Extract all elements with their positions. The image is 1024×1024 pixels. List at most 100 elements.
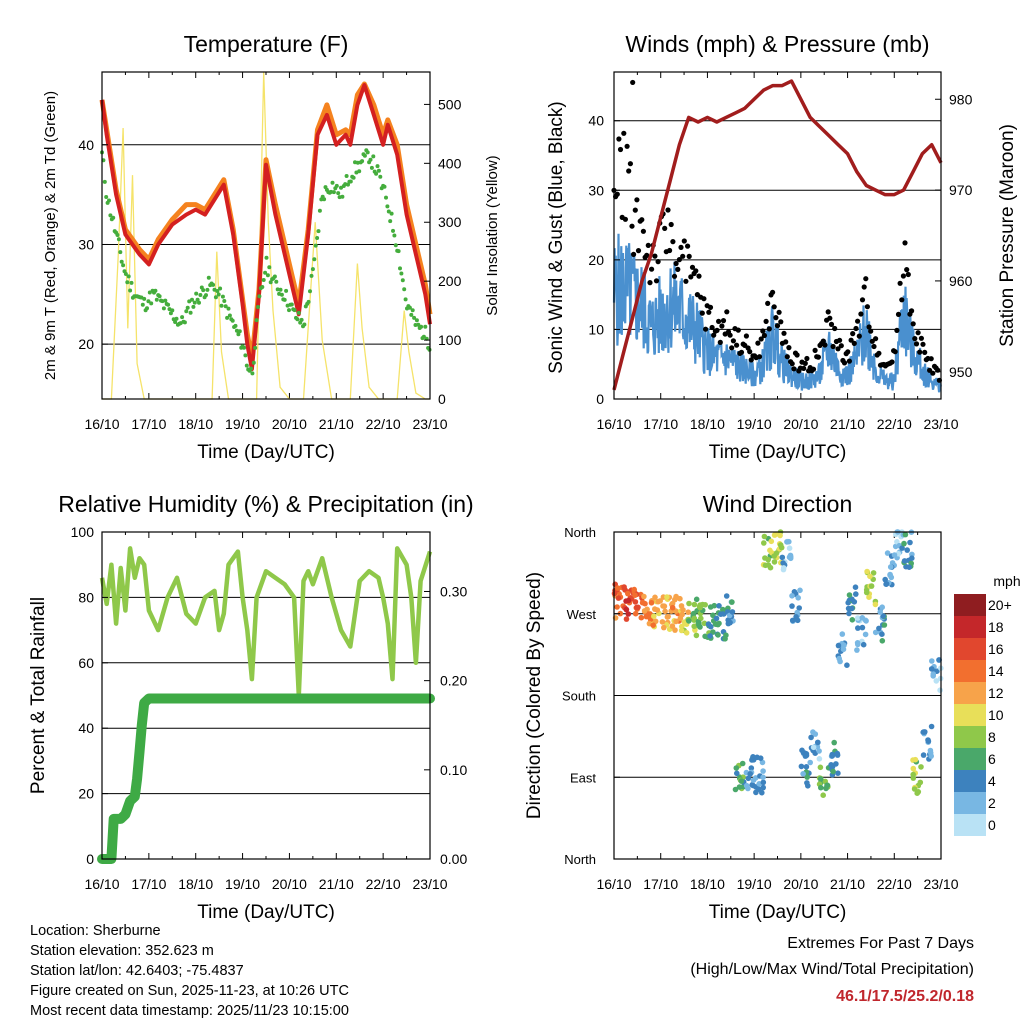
pressure-ylabel: Station Pressure (Maroon): [997, 124, 1018, 347]
gust-point: [680, 253, 686, 259]
gust-point: [631, 251, 637, 257]
direction-point: [902, 531, 909, 538]
wind-ytick-label: 30: [588, 182, 604, 198]
direction-point: [723, 632, 729, 638]
direction-point: [729, 599, 735, 605]
rh-ytick-label: 80: [78, 589, 94, 605]
temp-9m-line: [99, 81, 433, 362]
gust-point: [685, 243, 691, 249]
direction-point: [831, 739, 837, 746]
temperature-plot-border: [101, 71, 431, 400]
direction-point: [810, 744, 817, 751]
dewpoint-point: [374, 171, 379, 176]
direction-point: [841, 642, 847, 648]
gust-point: [761, 332, 768, 339]
direction-point: [707, 633, 713, 639]
gust-point: [755, 340, 761, 346]
dewpoint-point: [419, 324, 424, 329]
direction-point: [678, 603, 685, 609]
gust-point: [630, 79, 636, 86]
direction-point: [810, 729, 816, 735]
gust-point: [703, 326, 709, 332]
gust-point: [688, 274, 694, 280]
direction-point: [804, 780, 810, 786]
gust-point: [832, 325, 838, 332]
direction-point: [907, 539, 913, 546]
dewpoint-point: [227, 313, 232, 318]
direction-point: [762, 562, 769, 569]
direction-point: [820, 792, 826, 798]
rh_precip-xlabel: Time (Day/UTC): [197, 902, 335, 923]
rh_precip-xtick-label: 18/10: [178, 876, 213, 892]
solar-ytick-label: 0: [438, 391, 446, 407]
direction-point: [915, 789, 922, 795]
speed-legend-label: 4: [988, 773, 996, 789]
direction-point: [752, 775, 759, 781]
direction-point: [899, 545, 905, 551]
direction-point: [866, 594, 872, 600]
pressure-ytick-label: 980: [949, 91, 973, 107]
gust-point: [647, 280, 653, 286]
dewpoint-point: [125, 280, 130, 285]
rh_precip-xtick-label: 23/10: [412, 876, 447, 892]
dewpoint-point: [384, 195, 388, 200]
gust-point: [801, 365, 807, 371]
gust-point: [735, 327, 741, 333]
wind_direction-xlabel: Time (Day/UTC): [709, 902, 847, 923]
gust-point: [714, 327, 720, 333]
dewpoint-point: [336, 191, 341, 196]
direction-point: [877, 609, 883, 615]
direction-point: [818, 784, 824, 791]
direction-point: [738, 778, 745, 784]
gust-point: [838, 343, 844, 349]
direction-point: [859, 624, 866, 631]
direction-point: [632, 599, 639, 605]
temperature-ytick-label: 20: [78, 336, 94, 352]
direction-point: [771, 553, 777, 559]
gust-point: [902, 240, 908, 246]
direction-point: [727, 619, 733, 626]
direction-point: [715, 632, 721, 638]
wind-ytick-label: 0: [596, 391, 604, 407]
dewpoint-point: [154, 297, 159, 302]
solar-ytick-label: 400: [438, 155, 462, 171]
direction-point: [691, 623, 697, 630]
gust-point: [748, 357, 754, 363]
direction-point: [870, 570, 877, 576]
direction-point: [625, 597, 632, 604]
direction-point: [761, 540, 767, 546]
gust-point: [895, 311, 902, 317]
dewpoint-point: [194, 291, 199, 296]
gust-point: [789, 361, 795, 367]
dewpoint-point: [215, 289, 220, 293]
temp-2m-line: [100, 83, 432, 372]
dewpoint-point: [188, 310, 193, 315]
gust-point: [837, 337, 843, 343]
gust-point: [922, 349, 928, 355]
direction-point: [669, 600, 676, 607]
dewpoint-point: [213, 295, 218, 300]
direction-point: [862, 631, 869, 638]
direction-point: [930, 673, 936, 679]
temperature-xlabel: Time (Day/UTC): [197, 442, 335, 463]
pressure-ytick-label: 950: [949, 364, 973, 380]
dewpoint-point: [225, 315, 230, 320]
dewpoint-point: [267, 265, 272, 270]
gust-point: [915, 330, 921, 336]
dewpoint-point: [237, 329, 242, 334]
dewpoint-point: [289, 302, 294, 307]
direction-point: [802, 753, 809, 759]
dewpoint-point: [385, 204, 390, 209]
dewpoint-point: [146, 299, 151, 304]
speed-legend-label: 2: [988, 795, 996, 811]
direction-point: [632, 610, 639, 617]
footer-timestamp: Most recent data timestamp: 2025/11/23 1…: [30, 1003, 349, 1019]
direction-point: [910, 771, 916, 778]
direction-point: [925, 738, 932, 744]
direction-point: [816, 756, 823, 762]
direction-point: [677, 615, 684, 621]
direction-point: [673, 618, 679, 625]
speed-legend-swatch: [954, 726, 986, 748]
gust-point: [900, 273, 907, 279]
direction-point: [654, 607, 661, 613]
